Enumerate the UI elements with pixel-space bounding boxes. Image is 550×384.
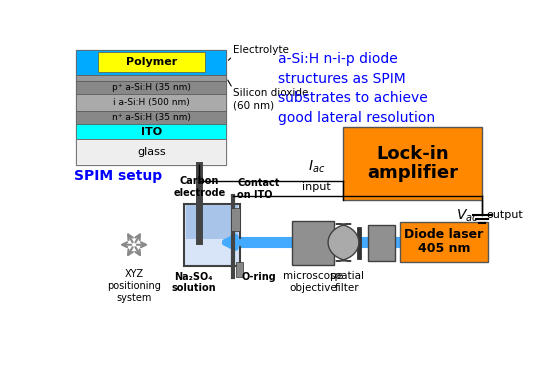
Text: Contact
on ITO: Contact on ITO bbox=[237, 179, 279, 200]
Bar bbox=[76, 94, 227, 111]
Text: Polymer: Polymer bbox=[126, 57, 177, 67]
Bar bbox=[76, 111, 227, 124]
Text: a-Si:H n-i-p diode
structures as SPIM
substrates to achieve
good lateral resolut: a-Si:H n-i-p diode structures as SPIM su… bbox=[278, 52, 435, 125]
Text: glass: glass bbox=[137, 147, 166, 157]
Text: Carbon
electrode: Carbon electrode bbox=[173, 176, 226, 198]
Text: spatial
filter: spatial filter bbox=[330, 271, 365, 293]
Text: Silicon dioxide
(60 nm): Silicon dioxide (60 nm) bbox=[233, 88, 309, 110]
Bar bbox=[76, 74, 227, 81]
Text: n⁺ a-Si:H (35 nm): n⁺ a-Si:H (35 nm) bbox=[112, 113, 191, 122]
Text: microscope
objective: microscope objective bbox=[283, 271, 343, 293]
Text: ITO: ITO bbox=[141, 127, 162, 137]
Text: Lock-in: Lock-in bbox=[376, 145, 449, 163]
Bar bbox=[400, 222, 488, 262]
Bar bbox=[184, 204, 240, 265]
Text: Na₂SO₄
solution: Na₂SO₄ solution bbox=[171, 272, 216, 293]
Bar bbox=[76, 139, 227, 166]
Text: p⁺ a-Si:H (35 nm): p⁺ a-Si:H (35 nm) bbox=[112, 83, 191, 92]
Bar bbox=[343, 127, 482, 200]
Text: i a-Si:H (500 nm): i a-Si:H (500 nm) bbox=[113, 98, 190, 107]
Bar bbox=[356, 227, 361, 258]
Text: 405 nm: 405 nm bbox=[417, 242, 470, 255]
Bar bbox=[76, 81, 227, 94]
Text: output: output bbox=[486, 210, 522, 220]
Text: Diode laser: Diode laser bbox=[404, 228, 483, 241]
Text: input: input bbox=[302, 182, 331, 192]
Text: O-ring: O-ring bbox=[241, 272, 276, 282]
Bar bbox=[76, 124, 227, 139]
Text: SPIM setup: SPIM setup bbox=[74, 169, 162, 183]
Text: amplifier: amplifier bbox=[367, 164, 458, 182]
Bar bbox=[231, 208, 240, 231]
Text: $I_{ac}$: $I_{ac}$ bbox=[308, 158, 325, 175]
Text: XYZ
positioning
system: XYZ positioning system bbox=[107, 270, 161, 303]
Bar bbox=[186, 205, 238, 239]
Bar bbox=[98, 52, 205, 72]
Text: $V_{ac}$: $V_{ac}$ bbox=[455, 207, 478, 223]
Bar bbox=[292, 221, 334, 265]
Polygon shape bbox=[328, 224, 359, 261]
Text: Electrolyte: Electrolyte bbox=[233, 45, 289, 55]
Bar bbox=[76, 50, 227, 74]
Bar bbox=[236, 262, 243, 277]
Bar bbox=[368, 225, 395, 261]
Bar bbox=[76, 50, 227, 166]
